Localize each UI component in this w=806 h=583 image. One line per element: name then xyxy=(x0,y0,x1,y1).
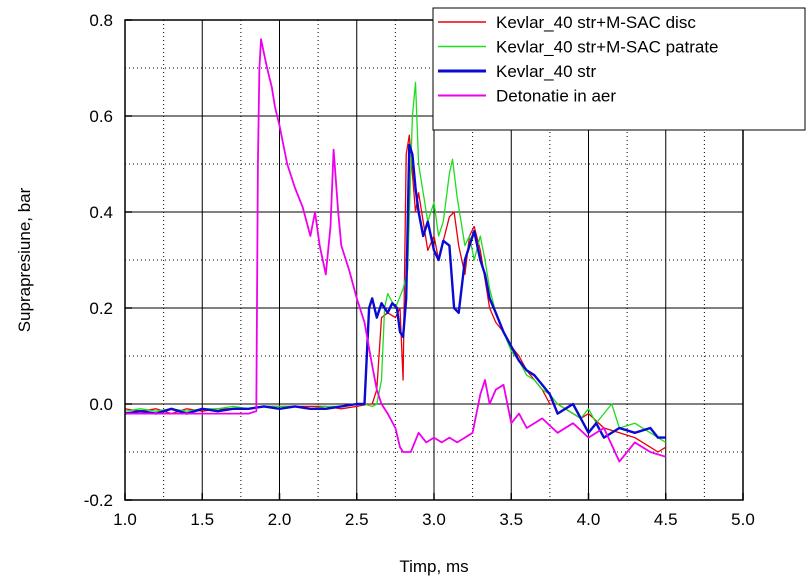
y-tick-label: 0.6 xyxy=(89,107,113,126)
legend-label: Kevlar_40 str+M-SAC disc xyxy=(496,13,696,32)
x-tick-label: 3.5 xyxy=(499,510,523,529)
x-tick-label: 4.0 xyxy=(577,510,601,529)
legend-label: Kevlar_40 str+M-SAC patrate xyxy=(496,38,719,57)
x-tick-label: 2.5 xyxy=(345,510,369,529)
y-tick-label: -0.2 xyxy=(84,491,113,510)
x-axis-title: Timp, ms xyxy=(399,557,468,576)
y-tick-label: 0.8 xyxy=(89,11,113,30)
legend-label: Detonatie in aer xyxy=(496,87,616,106)
y-tick-label: 0.2 xyxy=(89,299,113,318)
x-tick-label: 4.5 xyxy=(654,510,678,529)
x-tick-label: 1.5 xyxy=(190,510,214,529)
x-tick-label: 5.0 xyxy=(731,510,755,529)
y-tick-label: 0.4 xyxy=(89,203,113,222)
x-tick-label: 2.0 xyxy=(268,510,292,529)
y-axis-title: Suprapresiune, bar xyxy=(15,187,34,332)
legend-label: Kevlar_40 str xyxy=(496,62,596,81)
x-tick-label: 1.0 xyxy=(113,510,137,529)
legend: Kevlar_40 str+M-SAC disc Kevlar_40 str+M… xyxy=(433,8,805,130)
y-tick-label: 0.0 xyxy=(89,395,113,414)
x-tick-label: 3.0 xyxy=(422,510,446,529)
